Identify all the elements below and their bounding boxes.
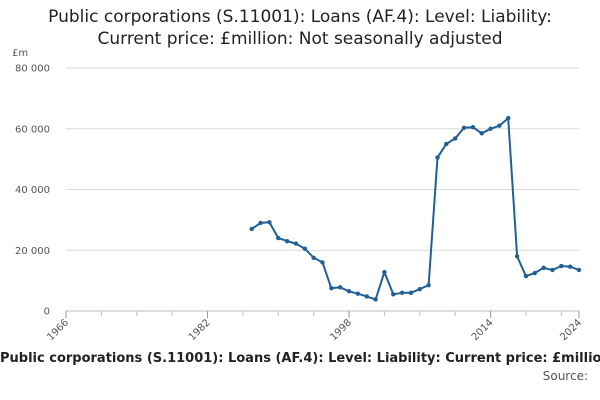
data-point[interactable] <box>382 269 387 275</box>
data-point[interactable] <box>452 136 458 141</box>
grid-lines <box>66 67 579 251</box>
data-point[interactable] <box>461 125 467 131</box>
data-point[interactable] <box>267 220 272 225</box>
data-point[interactable] <box>435 155 440 160</box>
data-point[interactable] <box>532 270 537 276</box>
data-point[interactable] <box>523 273 529 279</box>
data-point[interactable] <box>514 254 520 259</box>
data-point[interactable] <box>373 297 378 302</box>
data-point[interactable] <box>320 260 325 265</box>
y-tick-label: 80 000 <box>15 64 50 75</box>
chart-title-line-1: Public corporations (S.11001): Loans (AF… <box>48 7 552 27</box>
data-point[interactable] <box>576 267 582 273</box>
series-line-path <box>251 117 580 301</box>
x-tick-label: 2014 <box>470 317 496 343</box>
data-point[interactable] <box>346 289 352 294</box>
data-point[interactable] <box>249 226 254 232</box>
data-point[interactable] <box>276 235 281 241</box>
data-point[interactable] <box>426 282 431 288</box>
data-point[interactable] <box>391 292 396 297</box>
data-point[interactable] <box>470 125 476 130</box>
x-tick-label: 2024 <box>558 317 584 343</box>
data-point[interactable] <box>258 220 263 226</box>
data-point[interactable] <box>408 290 414 295</box>
data-point[interactable] <box>567 264 573 269</box>
data-point[interactable] <box>284 238 290 244</box>
y-tick-label: 0 <box>44 307 50 318</box>
x-tick-label: 1982 <box>187 317 213 343</box>
series-points <box>249 115 582 302</box>
data-point[interactable] <box>364 294 369 299</box>
y-tick-label: 20 000 <box>15 246 50 257</box>
source-label: Source: <box>542 369 588 383</box>
data-point[interactable] <box>329 286 334 291</box>
bottom-chart-title-text: Public corporations (S.11001): Loans (AF… <box>0 351 600 366</box>
data-point[interactable] <box>311 255 316 261</box>
data-point[interactable] <box>506 115 511 121</box>
data-point[interactable] <box>355 291 361 296</box>
y-tick-label: 60 000 <box>15 124 50 135</box>
bottom-chart-title: Public corporations (S.11001): Loans (AF… <box>0 350 600 368</box>
data-point[interactable] <box>541 265 546 271</box>
y-tick-label: 40 000 <box>15 185 50 196</box>
y-axis-unit-label: £m <box>12 48 28 59</box>
x-tick-label: 1966 <box>45 317 71 343</box>
x-tick-label: 1998 <box>328 317 354 343</box>
data-point[interactable] <box>559 263 564 269</box>
chart-title-line-2: Current price: £million: Not seasonally … <box>97 29 503 49</box>
data-point[interactable] <box>399 290 405 295</box>
data-point[interactable] <box>337 285 343 290</box>
data-point[interactable] <box>479 131 484 136</box>
data-point[interactable] <box>444 141 449 147</box>
data-point[interactable] <box>497 123 502 128</box>
data-point[interactable] <box>293 241 299 246</box>
chart-title: Public corporations (S.11001): Loans (AF… <box>0 6 600 50</box>
data-point[interactable] <box>302 246 308 251</box>
data-point[interactable] <box>488 126 493 131</box>
data-point[interactable] <box>550 267 555 273</box>
axes: 0 20 000 40 000 60 000 80 000 1966 1982 1998 201… <box>15 64 584 344</box>
data-point[interactable] <box>417 286 422 292</box>
series-line <box>251 117 580 301</box>
